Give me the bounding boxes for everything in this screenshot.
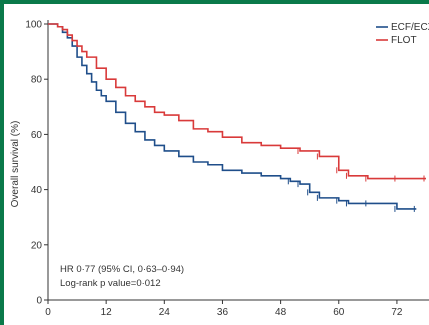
legend-label: FLOT [391, 35, 417, 46]
survival-chart: 0 20 40 60 80 100 0 12 24 36 48 60 72 ECF/ECX FLOT Ov… [10, 20, 429, 319]
x-tick-label: 0 [45, 307, 51, 318]
x-tick-label: 48 [275, 307, 287, 318]
survival-curve-flot [48, 23, 426, 180]
x-tick-label: 36 [217, 307, 229, 318]
survival-curve-ecf-ecx [48, 23, 417, 210]
y-tick-label: 80 [31, 75, 43, 86]
series-group [48, 23, 426, 212]
axes [47, 20, 429, 301]
hazard-ratio-annotation: HR 0·77 (95% CI, 0·63–0·94) [60, 264, 184, 275]
y-tick-label: 100 [25, 20, 42, 31]
x-tick-label: 72 [391, 307, 403, 318]
legend-label: ECF/ECX [391, 22, 429, 33]
y-tick-label: 60 [31, 130, 43, 141]
x-tick-label: 24 [159, 307, 171, 318]
ticks: 0 20 40 60 80 100 0 12 24 36 48 60 72 [25, 20, 403, 319]
chart-frame: 0 20 40 60 80 100 0 12 24 36 48 60 72 ECF/ECX FLOT Ov… [4, 4, 429, 325]
y-tick-label: 0 [36, 296, 42, 307]
y-axis-label: Overall survival (%) [10, 121, 21, 208]
x-tick-label: 60 [333, 307, 345, 318]
y-tick-label: 20 [31, 240, 43, 251]
legend: ECF/ECX FLOT [376, 22, 429, 46]
y-tick-label: 40 [31, 185, 43, 196]
p-value-annotation: Log-rank p value=0·012 [60, 278, 161, 289]
x-tick-label: 12 [101, 307, 113, 318]
